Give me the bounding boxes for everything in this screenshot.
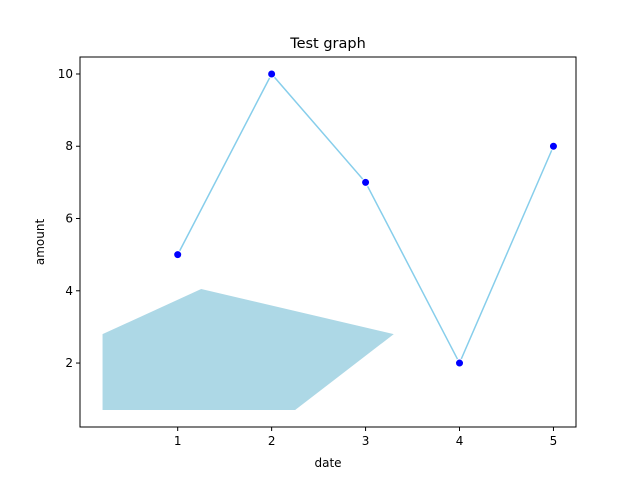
y-tick-label: 2 xyxy=(65,356,73,370)
point-marker xyxy=(267,69,277,79)
x-tick-label: 5 xyxy=(550,434,558,448)
x-tick-label: 1 xyxy=(174,434,182,448)
point-marker xyxy=(173,250,183,260)
y-tick-label: 6 xyxy=(65,212,73,226)
y-axis-label: amount xyxy=(33,219,47,266)
point-marker xyxy=(361,177,371,187)
y-tick-label: 8 xyxy=(65,139,73,153)
filled-polygon xyxy=(102,288,394,411)
point-marker xyxy=(455,358,465,368)
chart-title: Test graph xyxy=(289,36,366,52)
x-tick-label: 4 xyxy=(456,434,464,448)
x-axis-label: date xyxy=(314,456,341,470)
point-marker xyxy=(548,141,558,151)
y-tick-label: 10 xyxy=(58,67,73,81)
x-tick-label: 2 xyxy=(268,434,276,448)
y-tick-label: 4 xyxy=(65,284,73,298)
plot-frame xyxy=(79,56,577,428)
x-tick-label: 3 xyxy=(362,434,370,448)
